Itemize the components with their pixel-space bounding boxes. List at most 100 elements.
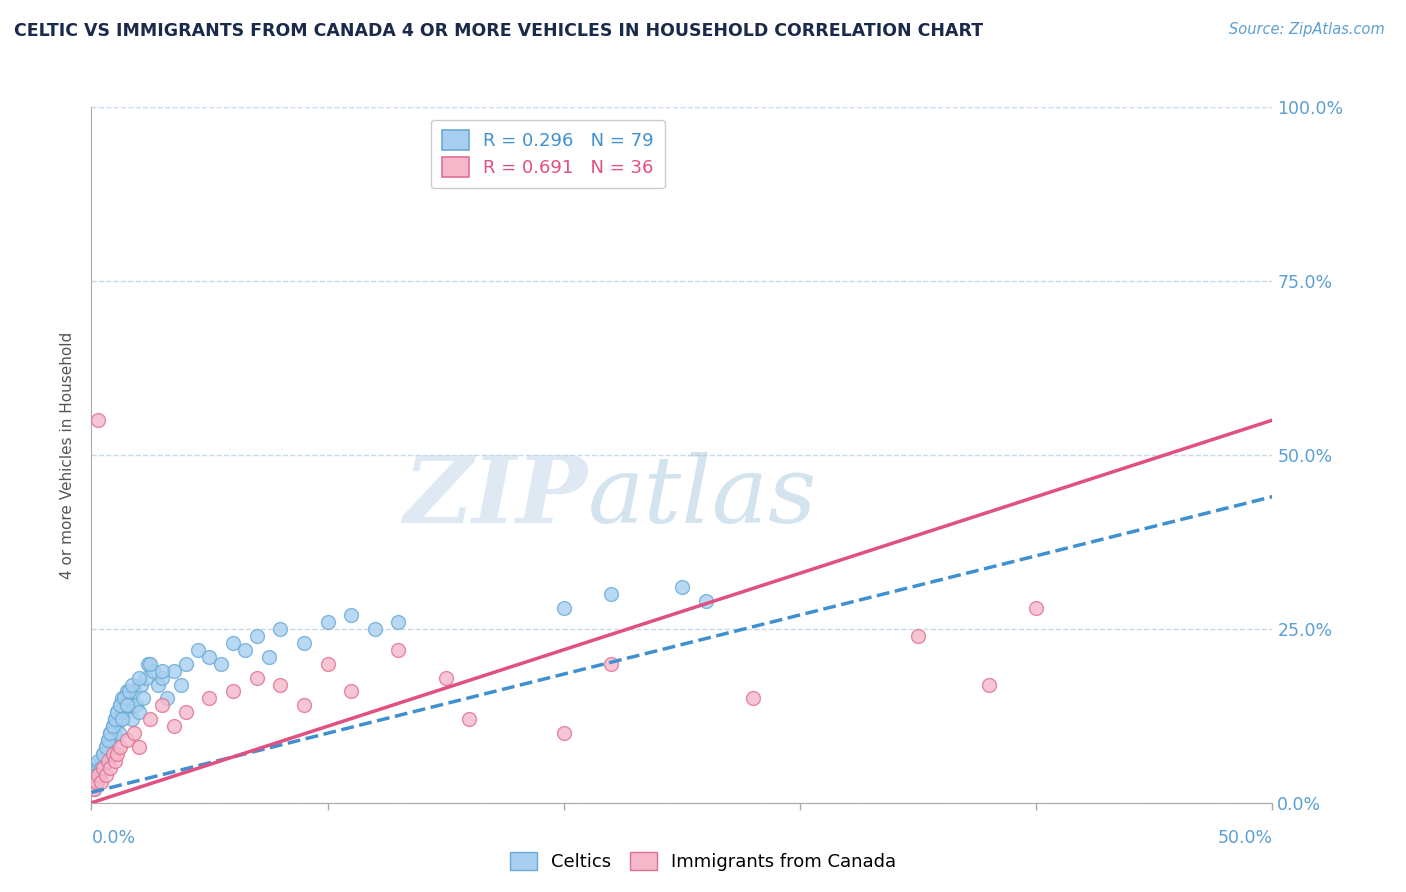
Point xyxy=(458,712,481,726)
Point xyxy=(87,761,110,775)
Point xyxy=(128,740,150,755)
Point xyxy=(434,671,457,685)
Point xyxy=(103,726,125,740)
Text: ZIP: ZIP xyxy=(404,451,588,541)
Point xyxy=(139,712,162,726)
Point xyxy=(90,775,112,789)
Point xyxy=(316,657,339,671)
Point xyxy=(110,712,132,726)
Point xyxy=(125,698,148,713)
Point xyxy=(84,775,107,789)
Point xyxy=(129,677,152,691)
Point xyxy=(84,768,107,782)
Point xyxy=(97,754,120,768)
Y-axis label: 4 or more Vehicles in Household: 4 or more Vehicles in Household xyxy=(60,331,76,579)
Point xyxy=(128,706,150,720)
Point xyxy=(91,761,114,775)
Point xyxy=(87,413,110,427)
Point xyxy=(122,726,145,740)
Point xyxy=(94,740,117,755)
Point xyxy=(269,622,291,636)
Point xyxy=(292,636,315,650)
Point xyxy=(87,754,110,768)
Point xyxy=(93,754,115,768)
Point xyxy=(198,649,221,664)
Point xyxy=(100,733,122,747)
Point xyxy=(150,671,173,685)
Point xyxy=(150,664,173,678)
Point xyxy=(977,677,1000,691)
Point xyxy=(105,706,128,720)
Point xyxy=(114,706,136,720)
Point xyxy=(600,587,623,601)
Point xyxy=(671,580,693,594)
Point xyxy=(90,761,112,775)
Point xyxy=(387,615,409,629)
Point xyxy=(111,712,134,726)
Point xyxy=(146,677,169,691)
Point xyxy=(97,733,120,747)
Point xyxy=(187,642,209,657)
Point xyxy=(1025,601,1047,615)
Point xyxy=(94,768,117,782)
Point xyxy=(135,671,157,685)
Point xyxy=(174,657,197,671)
Point xyxy=(105,747,128,761)
Point xyxy=(87,768,110,782)
Point xyxy=(269,677,291,691)
Point xyxy=(104,712,127,726)
Point xyxy=(246,629,269,643)
Point xyxy=(150,698,173,713)
Point xyxy=(364,622,387,636)
Point xyxy=(316,615,339,629)
Point xyxy=(86,775,108,789)
Point xyxy=(340,684,363,698)
Point xyxy=(111,691,134,706)
Point xyxy=(101,719,124,733)
Text: 0.0%: 0.0% xyxy=(91,829,135,847)
Point xyxy=(222,684,245,698)
Point xyxy=(163,719,186,733)
Point xyxy=(83,781,105,796)
Point xyxy=(104,712,127,726)
Point xyxy=(907,629,929,643)
Point xyxy=(118,684,141,698)
Point xyxy=(174,706,197,720)
Point xyxy=(115,684,138,698)
Point xyxy=(98,726,121,740)
Point xyxy=(96,747,118,761)
Point xyxy=(121,712,143,726)
Point xyxy=(156,691,179,706)
Point xyxy=(98,726,121,740)
Point xyxy=(233,642,256,657)
Point xyxy=(136,657,159,671)
Point xyxy=(108,740,131,755)
Point xyxy=(84,768,107,782)
Point xyxy=(340,607,363,622)
Point xyxy=(139,657,162,671)
Point xyxy=(122,684,145,698)
Legend: Celtics, Immigrants from Canada: Celtics, Immigrants from Canada xyxy=(502,845,904,879)
Point xyxy=(114,691,136,706)
Point xyxy=(83,781,105,796)
Point xyxy=(170,677,193,691)
Point xyxy=(101,747,124,761)
Point xyxy=(98,761,121,775)
Point xyxy=(142,664,165,678)
Legend: R = 0.296   N = 79, R = 0.691   N = 36: R = 0.296 N = 79, R = 0.691 N = 36 xyxy=(432,120,665,188)
Point xyxy=(84,775,107,789)
Point xyxy=(222,636,245,650)
Point xyxy=(97,733,120,747)
Point xyxy=(209,657,232,671)
Point xyxy=(387,642,409,657)
Point xyxy=(741,691,763,706)
Point xyxy=(90,754,112,768)
Text: 50.0%: 50.0% xyxy=(1218,829,1272,847)
Point xyxy=(257,649,280,664)
Point xyxy=(98,740,121,755)
Point xyxy=(198,691,221,706)
Point xyxy=(695,594,717,608)
Text: CELTIC VS IMMIGRANTS FROM CANADA 4 OR MORE VEHICLES IN HOUSEHOLD CORRELATION CHA: CELTIC VS IMMIGRANTS FROM CANADA 4 OR MO… xyxy=(14,22,983,40)
Point xyxy=(128,671,150,685)
Point xyxy=(94,740,117,755)
